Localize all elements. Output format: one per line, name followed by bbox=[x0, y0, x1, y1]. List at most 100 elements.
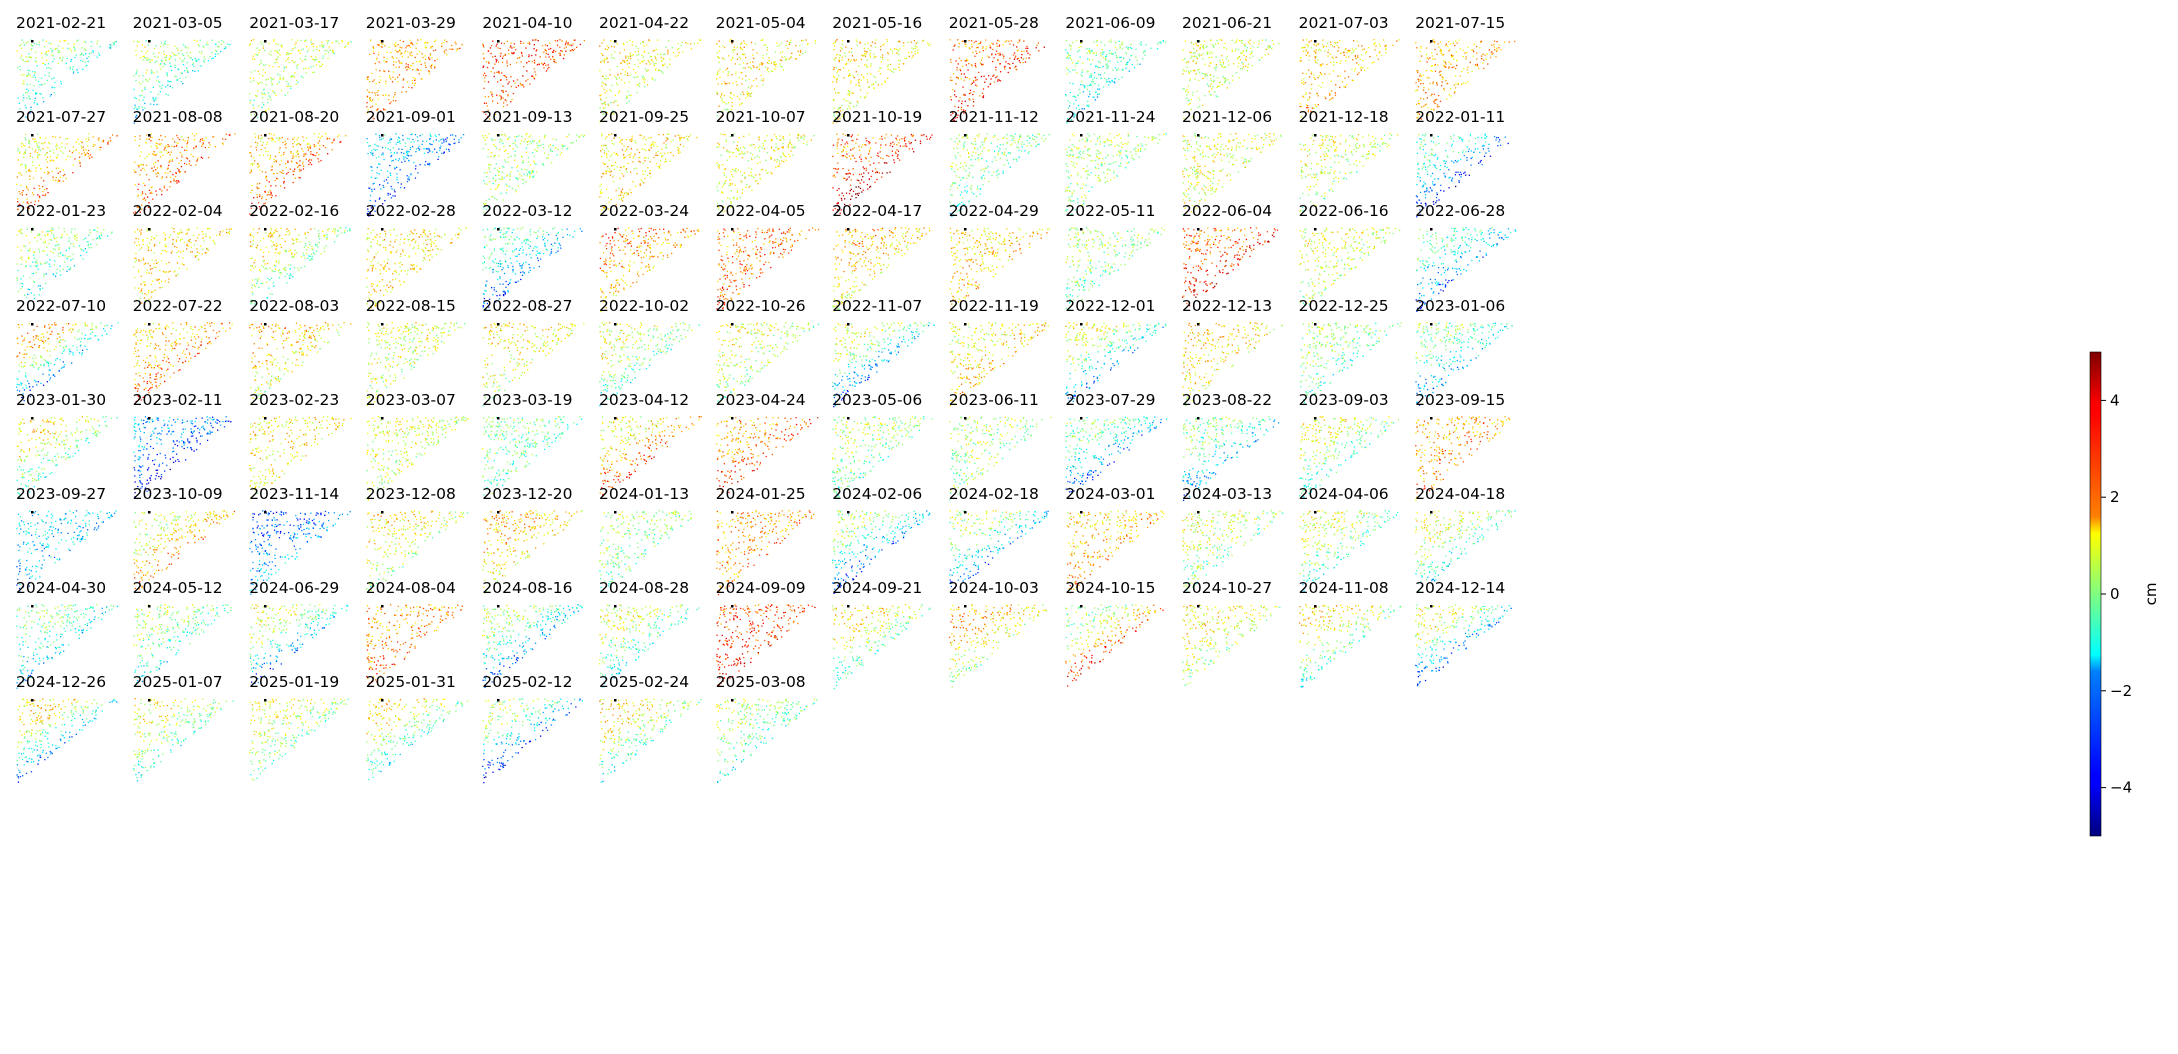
panel-date-title: 2025-01-31 bbox=[366, 671, 468, 693]
map-panel: 2023-04-24 bbox=[716, 380, 818, 496]
displacement-map bbox=[16, 415, 118, 499]
map-panel: 2022-12-01 bbox=[1065, 286, 1167, 402]
reference-point-marker bbox=[497, 699, 500, 702]
map-panel: 2024-04-06 bbox=[1299, 474, 1401, 593]
panel-date-title: 2021-08-20 bbox=[249, 106, 351, 128]
map-panel: 2022-01-11 bbox=[1415, 97, 1517, 218]
reference-point-marker bbox=[730, 134, 734, 137]
panel-date-title: 2021-03-29 bbox=[366, 12, 468, 34]
panel-date-title: 2022-08-15 bbox=[366, 295, 468, 317]
displacement-map bbox=[1298, 39, 1400, 118]
displacement-map bbox=[1415, 510, 1516, 592]
reference-point-marker bbox=[380, 605, 384, 608]
map-panel: 2024-01-13 bbox=[599, 474, 701, 592]
displacement-map bbox=[16, 698, 118, 784]
panel-date-title: 2021-09-25 bbox=[599, 106, 701, 128]
displacement-map bbox=[249, 510, 351, 595]
reference-point-marker bbox=[614, 416, 617, 420]
displacement-map bbox=[715, 416, 818, 496]
reference-point-marker bbox=[380, 40, 384, 43]
map-panel: 2023-02-11 bbox=[133, 380, 235, 498]
displacement-map bbox=[1298, 604, 1402, 688]
displacement-map bbox=[1065, 604, 1165, 687]
map-panel: 2023-01-30 bbox=[16, 380, 118, 499]
reference-point-marker bbox=[963, 134, 967, 137]
panel-date-title: 2022-03-12 bbox=[482, 200, 584, 222]
displacement-map bbox=[948, 604, 1047, 688]
panel-date-title: 2022-10-02 bbox=[599, 295, 701, 317]
displacement-map bbox=[599, 510, 693, 592]
panel-date-title: 2024-04-30 bbox=[16, 577, 118, 599]
displacement-map bbox=[949, 39, 1045, 121]
reference-point-marker bbox=[1313, 416, 1317, 420]
map-panel: 2023-02-23 bbox=[249, 380, 352, 499]
panel-date-title: 2024-10-15 bbox=[1065, 577, 1167, 599]
displacement-map bbox=[832, 227, 931, 312]
reference-point-marker bbox=[730, 40, 734, 43]
colorbar-tick-label: 4 bbox=[2110, 391, 2120, 409]
reference-point-marker bbox=[1080, 40, 1083, 43]
panel-date-title: 2024-10-27 bbox=[1182, 577, 1284, 599]
reference-point-marker bbox=[1313, 40, 1317, 43]
panel-date-title: 2023-11-14 bbox=[249, 483, 351, 505]
reference-point-marker bbox=[1430, 40, 1433, 43]
map-panel: 2022-04-29 bbox=[949, 191, 1051, 310]
panel-date-title: 2025-02-24 bbox=[599, 671, 701, 693]
displacement-map bbox=[132, 321, 233, 402]
displacement-map bbox=[1065, 321, 1167, 402]
map-panel: 2024-08-28 bbox=[599, 568, 701, 688]
displacement-map bbox=[1065, 416, 1168, 493]
reference-point-marker bbox=[963, 322, 967, 326]
map-panel: 2024-08-04 bbox=[366, 568, 468, 685]
displacement-map bbox=[16, 321, 119, 401]
displacement-map bbox=[1182, 133, 1282, 216]
panel-date-title: 2023-04-12 bbox=[599, 389, 701, 411]
map-panel: 2022-01-23 bbox=[16, 191, 118, 303]
map-panel: 2023-09-27 bbox=[16, 474, 118, 593]
map-panel: 2024-10-15 bbox=[1065, 568, 1167, 687]
displacement-map bbox=[249, 415, 352, 499]
map-panel: 2021-03-17 bbox=[249, 3, 352, 123]
displacement-map bbox=[482, 322, 585, 406]
displacement-map bbox=[132, 227, 232, 305]
displacement-map bbox=[832, 39, 932, 124]
displacement-map bbox=[715, 227, 819, 310]
displacement-map bbox=[715, 698, 817, 784]
map-panel: 2021-07-15 bbox=[1415, 3, 1517, 120]
panel-date-title: 2021-02-21 bbox=[16, 12, 118, 34]
displacement-map bbox=[832, 321, 935, 407]
reference-point-marker bbox=[1313, 228, 1317, 231]
panel-date-title: 2021-03-05 bbox=[133, 12, 235, 34]
reference-point-marker bbox=[1313, 322, 1317, 326]
displacement-map bbox=[1065, 227, 1166, 311]
reference-point-marker bbox=[380, 416, 384, 420]
reference-point-marker bbox=[614, 40, 617, 43]
displacement-map bbox=[365, 415, 469, 501]
reference-point-marker bbox=[380, 322, 384, 326]
reference-point-marker bbox=[264, 416, 267, 420]
map-panel: 2022-08-15 bbox=[366, 286, 468, 406]
reference-point-marker bbox=[1080, 228, 1083, 231]
reference-point-marker bbox=[1197, 511, 1200, 514]
reference-point-marker bbox=[380, 228, 384, 231]
reference-point-marker bbox=[963, 228, 967, 231]
displacement-map bbox=[1298, 227, 1400, 306]
panel-date-title: 2023-07-29 bbox=[1065, 389, 1167, 411]
panel-date-title: 2024-01-25 bbox=[716, 483, 818, 505]
panel-date-title: 2021-04-10 bbox=[482, 12, 584, 34]
map-panel: 2023-09-03 bbox=[1298, 380, 1401, 498]
reference-point-marker bbox=[31, 40, 34, 43]
map-panel: 2021-10-07 bbox=[716, 97, 818, 213]
reference-point-marker bbox=[264, 699, 267, 702]
reference-point-marker bbox=[1080, 134, 1083, 137]
panel-date-title: 2025-01-07 bbox=[133, 671, 235, 693]
displacement-map bbox=[132, 39, 231, 124]
panel-date-title: 2021-05-04 bbox=[716, 12, 818, 34]
map-panel: 2022-02-04 bbox=[132, 191, 235, 305]
map-panel: 2021-09-13 bbox=[482, 97, 586, 214]
displacement-map bbox=[16, 227, 113, 302]
panel-date-title: 2021-10-07 bbox=[716, 106, 818, 128]
panel-date-title: 2023-08-22 bbox=[1182, 389, 1284, 411]
displacement-map bbox=[482, 415, 583, 499]
colorbar-tick-label: −2 bbox=[2110, 682, 2132, 700]
